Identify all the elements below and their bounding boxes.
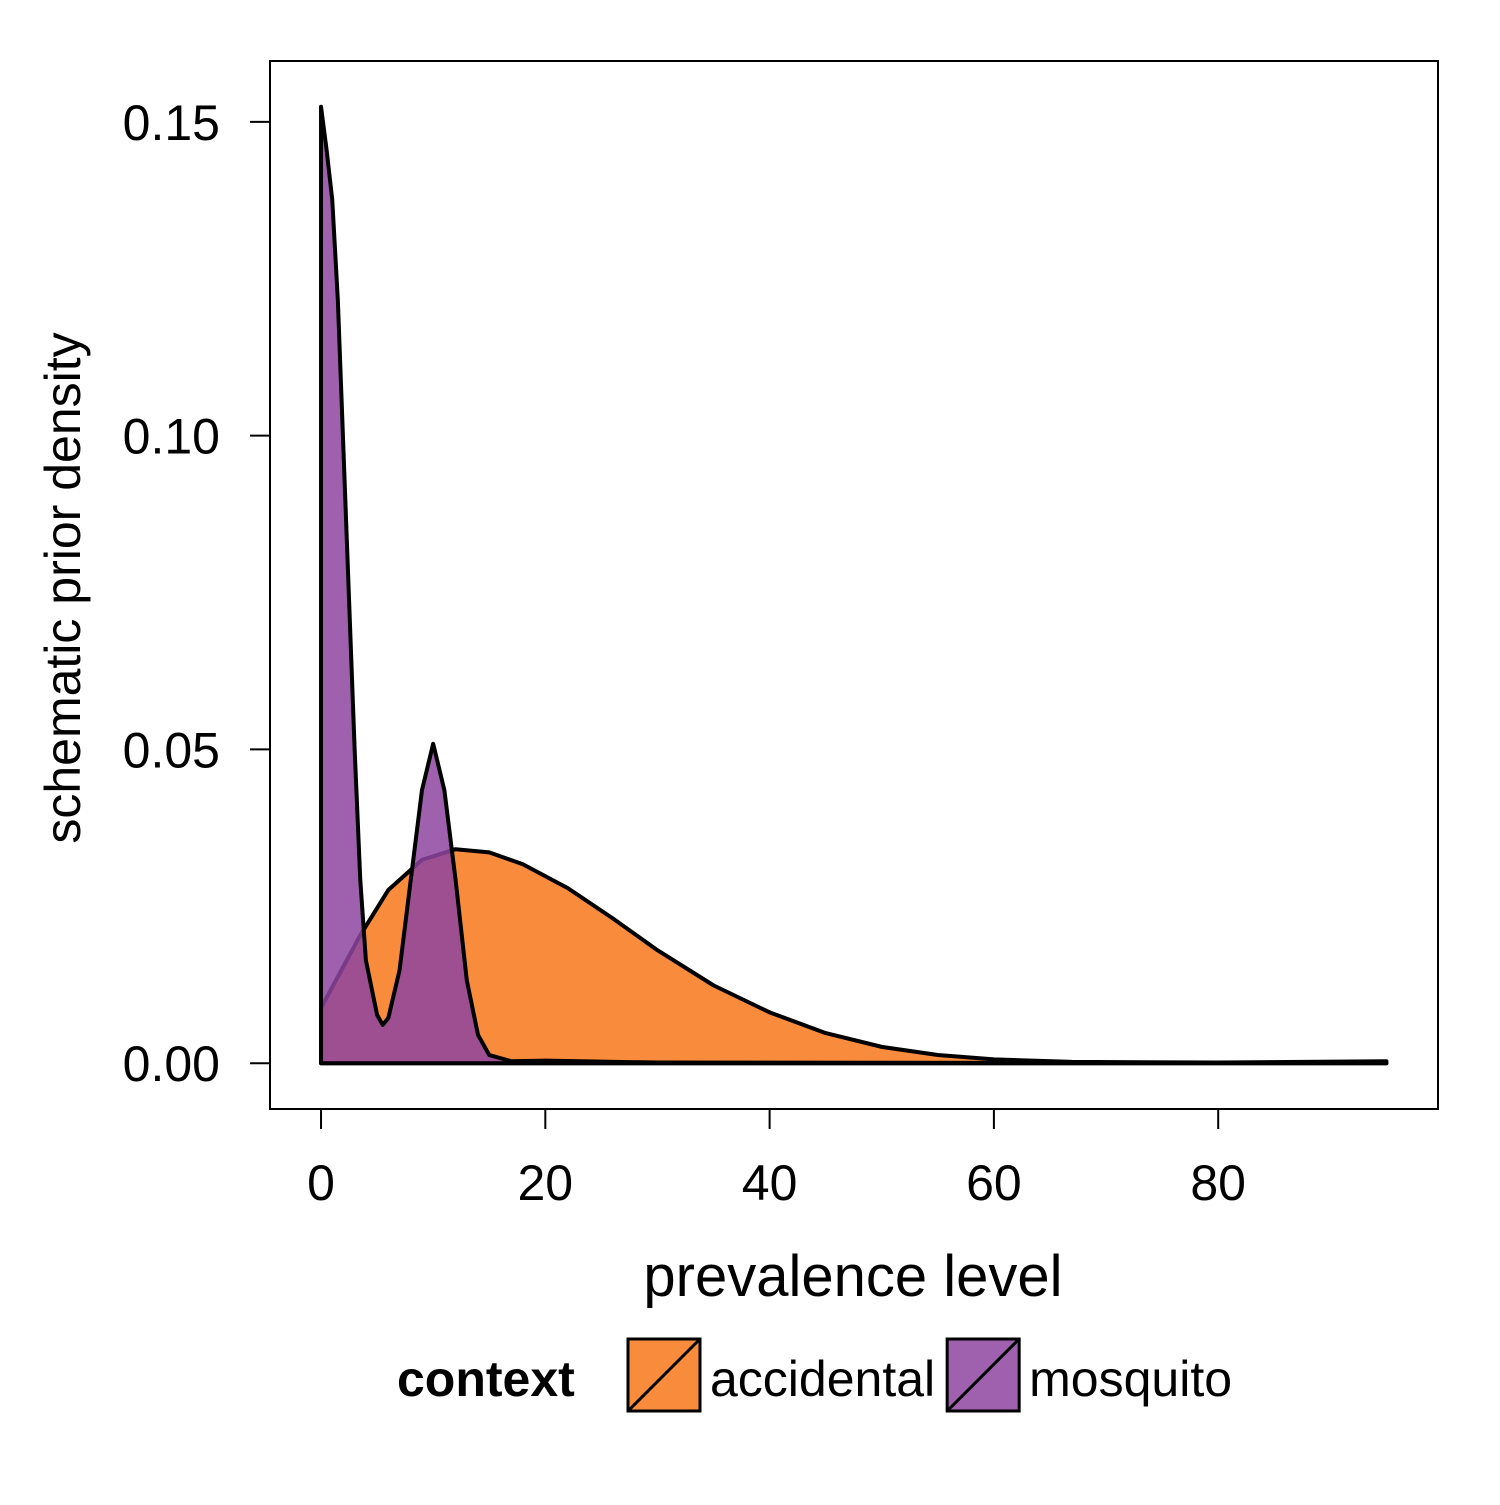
x-tick-label: 80 bbox=[1190, 1155, 1246, 1211]
y-tick-label: 0.10 bbox=[123, 409, 220, 465]
y-tick-label: 0.00 bbox=[123, 1036, 220, 1092]
x-tick-label: 40 bbox=[742, 1155, 798, 1211]
legend-label: mosquito bbox=[1029, 1351, 1232, 1407]
density-area bbox=[319, 847, 1389, 1066]
y-axis-label: schematic prior density bbox=[35, 332, 91, 843]
x-tick-label: 0 bbox=[307, 1155, 335, 1211]
y-tick-label: 0.15 bbox=[123, 95, 220, 151]
legend-swatch-line bbox=[946, 1337, 1021, 1413]
x-axis-label: prevalence level bbox=[643, 1244, 1062, 1309]
density-area bbox=[319, 104, 1389, 1066]
x-tick-label: 20 bbox=[518, 1155, 574, 1211]
x-tick-label: 60 bbox=[966, 1155, 1022, 1211]
legend-title: context bbox=[397, 1351, 575, 1407]
y-tick-label: 0.05 bbox=[123, 722, 220, 778]
plot-frame bbox=[269, 60, 1439, 1110]
legend-swatch-line bbox=[626, 1337, 702, 1413]
legend-label: accidental bbox=[710, 1351, 935, 1407]
